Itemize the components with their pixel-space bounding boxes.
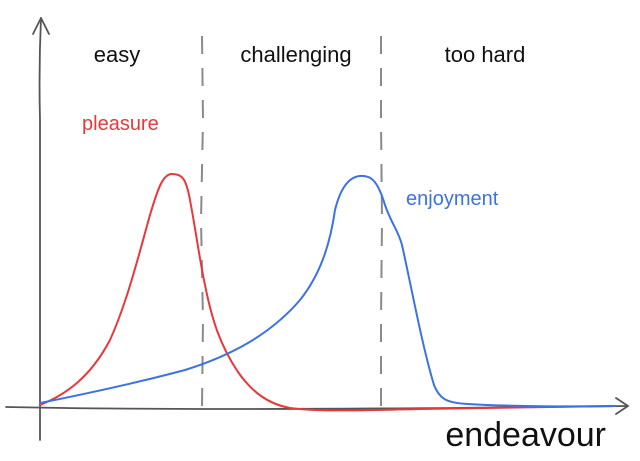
zone-divider-challenging-too-hard [380,36,384,408]
y-axis-arrowhead [32,17,50,35]
x-axis-arrowhead [615,397,629,415]
zone-label-easy: easy [94,42,140,67]
zone-label-too-hard: too hard [445,42,526,67]
zone-label-challenging: challenging [240,42,351,67]
zone-divider-easy-challenging [199,35,205,409]
enjoyment-curve [39,174,616,408]
y-axis-line [38,17,42,441]
series-label-enjoyment: enjoyment [406,188,499,210]
series-label-pleasure: pleasure [82,113,159,135]
pleasure-curve [39,173,616,412]
x-axis-label: endeavour [445,416,606,454]
